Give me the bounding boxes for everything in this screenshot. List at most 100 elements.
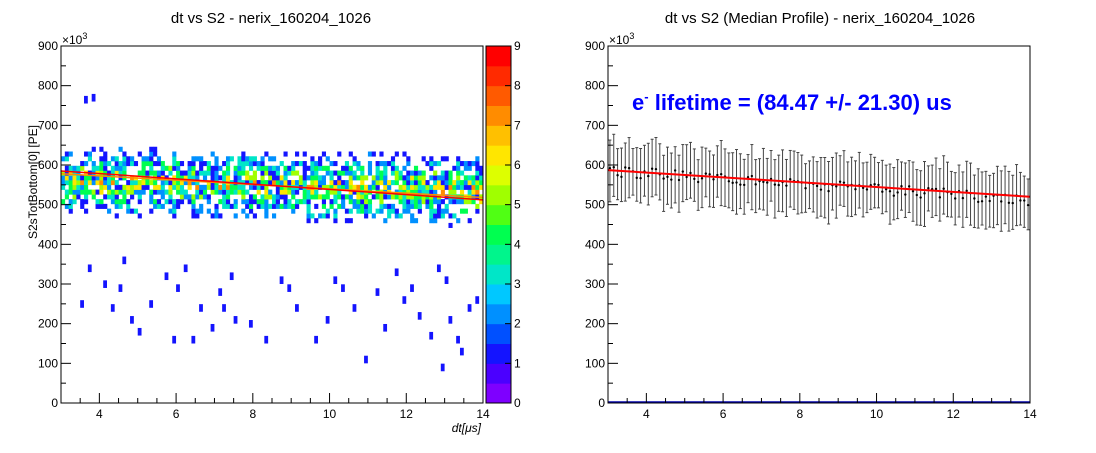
heatmap-cell	[467, 175, 472, 181]
heatmap-cell	[68, 170, 73, 176]
left-fit-line	[60, 170, 484, 201]
heatmap-cell	[256, 189, 261, 195]
heatmap-cell	[126, 180, 131, 186]
right-y-tick-label: 800	[585, 79, 605, 93]
heatmap-cell	[333, 199, 338, 205]
heatmap-cell	[130, 194, 135, 200]
heatmap-cell	[264, 203, 269, 209]
heatmap-cell	[260, 199, 265, 205]
heatmap-cell	[172, 175, 177, 181]
profile-point	[907, 185, 911, 188]
heatmap-cell	[333, 213, 338, 219]
heatmap-cell	[321, 180, 327, 186]
heatmap-cell	[314, 165, 319, 171]
heatmap-cell	[302, 151, 307, 157]
left-plot-frame	[60, 45, 484, 404]
heatmap-cell	[360, 180, 365, 186]
heatmap-cell	[410, 170, 415, 176]
heatmap-cell	[268, 156, 273, 162]
heatmap-cell	[118, 284, 123, 292]
profile-point	[712, 178, 715, 181]
heatmap-cell	[383, 170, 388, 176]
heatmap-cell	[176, 161, 181, 167]
heatmap-cell	[410, 284, 414, 292]
heatmap-cell	[252, 170, 257, 176]
heatmap-cell	[95, 189, 100, 195]
heatmap-cell	[272, 194, 277, 200]
profile-point	[700, 177, 704, 180]
heatmap-cell	[456, 165, 461, 171]
heatmap-cell	[252, 161, 257, 167]
heatmap-cell	[440, 156, 445, 162]
colorbar-segment	[486, 184, 511, 206]
heatmap-cell	[256, 180, 261, 186]
heatmap-cell	[356, 161, 361, 167]
heatmap-cell	[456, 194, 461, 200]
left-y-tick-label: 300	[38, 277, 58, 291]
heatmap-cell	[302, 199, 307, 205]
heatmap-cell	[222, 175, 227, 181]
right-y-axis: 0 100 200 300 400 500 600 700 800 900	[585, 39, 618, 410]
heatmap-cell	[444, 203, 449, 209]
heatmap-cell	[229, 189, 234, 195]
heatmap-cell	[417, 189, 422, 195]
heatmap-cell	[356, 189, 361, 195]
heatmap-cell	[390, 208, 396, 214]
heatmap-cell	[413, 184, 419, 190]
heatmap-cell	[176, 175, 181, 181]
heatmap-cell	[149, 180, 154, 186]
profile-point	[881, 190, 884, 193]
heatmap-cell	[64, 165, 69, 171]
heatmap-cell	[210, 189, 215, 195]
heatmap-cell	[318, 175, 323, 181]
profile-point	[904, 193, 907, 196]
heatmap-cell	[448, 175, 453, 181]
heatmap-cell	[222, 170, 227, 176]
heatmap-cell	[141, 184, 146, 190]
heatmap-cell	[137, 189, 142, 195]
left-y-tick-label: 200	[38, 317, 58, 331]
heatmap-cell	[295, 161, 300, 167]
heatmap-cell	[233, 199, 238, 205]
heatmap-cell	[352, 189, 357, 195]
heatmap-cell	[394, 194, 399, 200]
heatmap-cell	[149, 165, 154, 171]
heatmap-cell	[222, 161, 227, 167]
heatmap-cell	[245, 203, 250, 209]
heatmap-cell	[314, 180, 319, 186]
heatmap-cell	[367, 151, 373, 157]
heatmap-cell	[348, 184, 353, 190]
heatmap-cell	[452, 199, 457, 205]
heatmap-cell	[383, 165, 388, 171]
heatmap-cell	[371, 175, 376, 181]
heatmap-cell	[68, 203, 73, 209]
heatmap-cell	[344, 161, 350, 167]
heatmap-cell	[84, 189, 89, 195]
heatmap-cell	[118, 165, 123, 171]
heatmap-cell	[179, 175, 185, 181]
heatmap-cell	[195, 175, 200, 181]
heatmap-cell	[248, 175, 254, 181]
heatmap-cell	[341, 203, 346, 209]
heatmap-cell	[84, 194, 89, 200]
heatmap-cell	[252, 156, 257, 162]
heatmap-cell	[176, 170, 181, 176]
heatmap-cell	[291, 189, 296, 195]
heatmap-cell	[80, 199, 85, 205]
heatmap-cell	[337, 203, 342, 209]
heatmap-cell	[233, 170, 238, 176]
heatmap-cell	[202, 175, 208, 181]
heatmap-cell	[348, 170, 353, 176]
heatmap-cell	[179, 170, 185, 176]
heatmap-cell	[291, 170, 296, 176]
heatmap-cell	[444, 276, 449, 284]
heatmap-cell	[417, 175, 422, 181]
heatmap-cell	[237, 175, 242, 181]
heatmap-cell	[421, 156, 426, 162]
heatmap-cell	[448, 316, 453, 324]
heatmap-cell	[356, 208, 361, 214]
heatmap-cell	[264, 165, 269, 171]
heatmap-cell	[444, 170, 449, 176]
heatmap-cell	[122, 194, 127, 200]
profile-point	[612, 166, 615, 169]
